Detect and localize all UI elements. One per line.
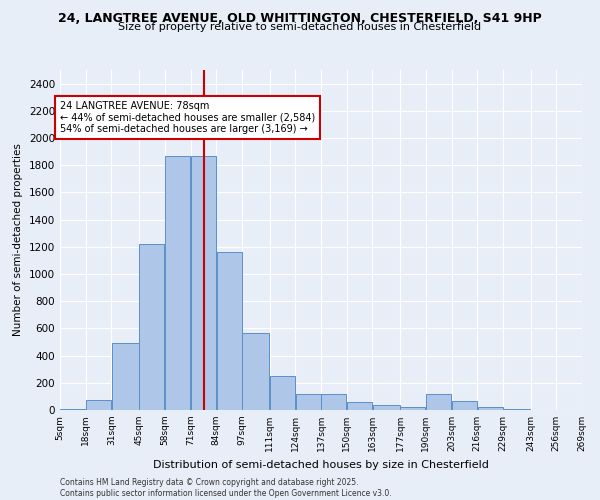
Bar: [452, 401, 477, 410]
Bar: [217, 252, 242, 410]
Bar: [139, 244, 164, 410]
Bar: [191, 156, 216, 410]
X-axis label: Distribution of semi-detached houses by size in Chesterfield: Distribution of semi-detached houses by …: [153, 460, 489, 469]
Bar: [321, 394, 346, 410]
Bar: [400, 408, 425, 410]
Text: 24 LANGTREE AVENUE: 78sqm
← 44% of semi-detached houses are smaller (2,584)
54% : 24 LANGTREE AVENUE: 78sqm ← 44% of semi-…: [60, 102, 315, 134]
Bar: [242, 333, 269, 410]
Bar: [60, 408, 85, 410]
Bar: [347, 402, 372, 410]
Text: 24, LANGTREE AVENUE, OLD WHITTINGTON, CHESTERFIELD, S41 9HP: 24, LANGTREE AVENUE, OLD WHITTINGTON, CH…: [58, 12, 542, 26]
Bar: [165, 156, 190, 410]
Bar: [296, 394, 321, 410]
Text: Contains HM Land Registry data © Crown copyright and database right 2025.
Contai: Contains HM Land Registry data © Crown c…: [60, 478, 392, 498]
Text: Size of property relative to semi-detached houses in Chesterfield: Size of property relative to semi-detach…: [118, 22, 482, 32]
Bar: [373, 405, 400, 410]
Bar: [478, 406, 503, 410]
Bar: [86, 400, 111, 410]
Bar: [426, 394, 451, 410]
Bar: [112, 344, 139, 410]
Bar: [270, 376, 295, 410]
Y-axis label: Number of semi-detached properties: Number of semi-detached properties: [13, 144, 23, 336]
